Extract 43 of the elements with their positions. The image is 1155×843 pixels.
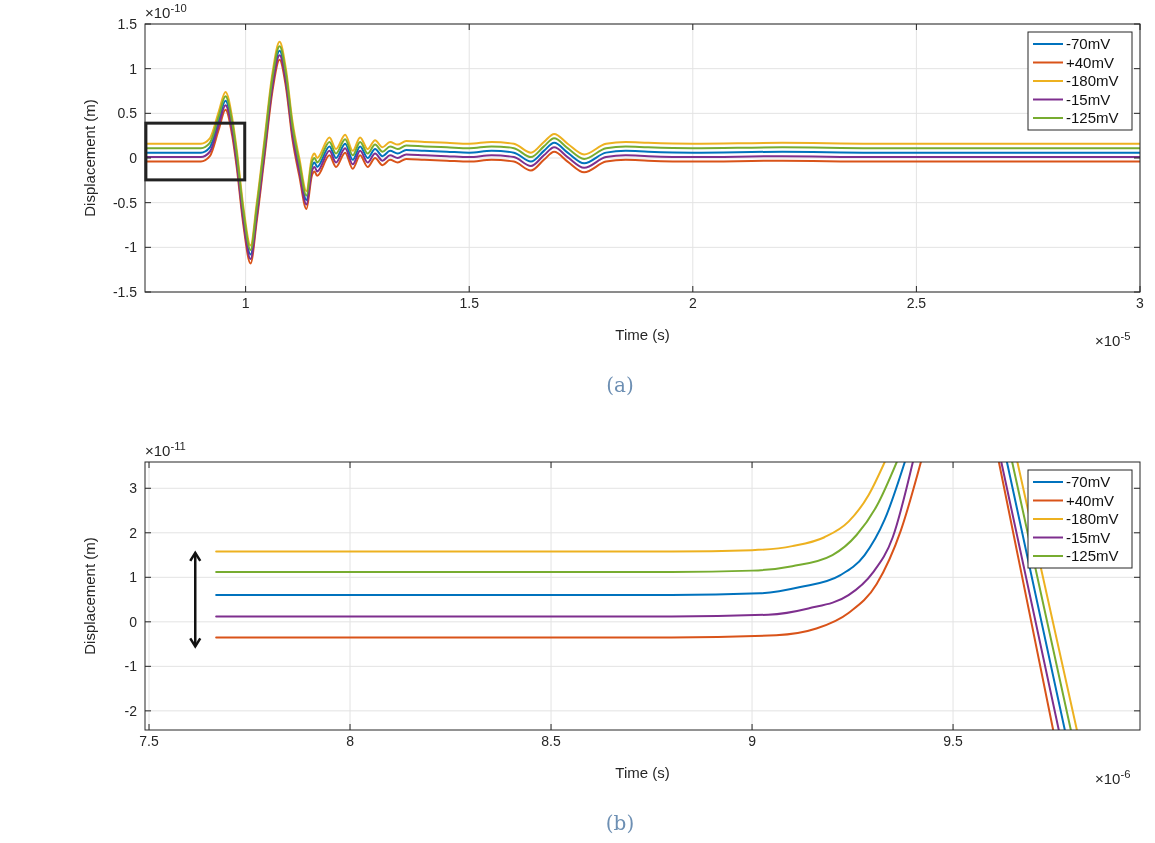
x-tick-label: 1 (241, 295, 250, 311)
y-tick-label: 1.5 (117, 16, 138, 32)
legend-label: -70mV (1066, 473, 1111, 490)
y-tick-label: 0 (129, 150, 138, 166)
y-tick-label: 1 (129, 60, 138, 77)
x-tick-label: 2.5 (906, 295, 927, 311)
x-tick-label: 8 (346, 733, 355, 749)
y-tick-label: 2 (129, 524, 138, 541)
y-tick-label: -0.5 (112, 194, 138, 211)
x-tick-label: 9.5 (943, 733, 963, 749)
legend-label: +40mV (1066, 53, 1114, 71)
text: ×10$^{-11}$ (145, 440, 186, 459)
legend-label: -125mV (1066, 547, 1119, 564)
y-tick-label: -1 (124, 658, 138, 675)
legend-label: -180mV (1066, 72, 1119, 89)
x-tick-label: 1.5 (459, 295, 480, 311)
legend-label: -125mV (1066, 109, 1119, 126)
y-tick-label: 0.5 (117, 105, 138, 122)
legend-label: -15mV (1066, 528, 1111, 546)
text: ×10$^{-6}$ (1095, 768, 1131, 787)
y-tick-label: 0 (129, 613, 138, 630)
x-tick-label: 2 (688, 295, 697, 311)
legend-label: +40mV (1066, 491, 1114, 509)
text: (a) (606, 373, 634, 397)
x-axis-title: Time (s) (615, 326, 670, 343)
x-tick-label: 8.5 (541, 733, 561, 749)
y-tick-label: -1 (124, 239, 138, 256)
y-tick-label: -1.5 (112, 284, 138, 300)
legend-label: -70mV (1066, 35, 1111, 52)
y-tick-label: 3 (129, 480, 138, 497)
y-tick-label: -2 (124, 702, 138, 719)
x-tick-label: 3 (1136, 295, 1145, 311)
x-tick-label: 9 (748, 733, 757, 749)
y-axis-title: Displacement (m) (81, 99, 98, 217)
text: ×10$^{-5}$ (1095, 330, 1131, 349)
x-axis-title: Time (s) (615, 764, 670, 781)
text: (b) (605, 811, 635, 835)
y-tick-label: 1 (129, 569, 138, 586)
legend-label: -180mV (1066, 510, 1119, 527)
y-axis-title: Displacement (m) (81, 537, 98, 655)
legend-label: -15mV (1066, 90, 1111, 108)
text: ×10$^{-10}$ (145, 2, 187, 21)
x-tick-label: 7.5 (139, 733, 159, 749)
